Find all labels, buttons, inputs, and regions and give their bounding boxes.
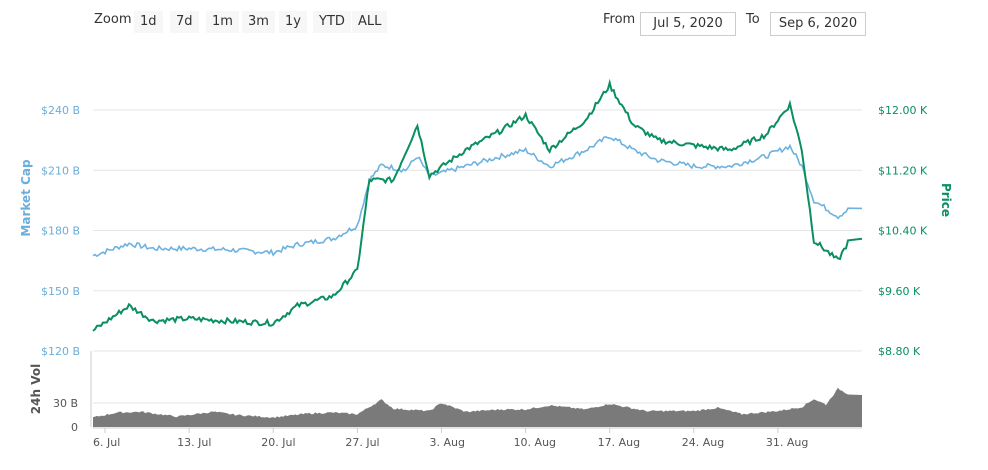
x-tick-label: 31. Aug [766,436,808,449]
to-date-input[interactable]: Sep 6, 2020 [770,12,866,36]
price-tick-label: $10.40 K [878,225,928,238]
zoom-label: Zoom [94,12,132,27]
volume-tick-label: 30 B [53,397,78,410]
market-cap-tick-label: $180 B [41,225,80,238]
zoom-3m-button[interactable]: 3m [242,11,275,33]
market_cap-line [92,136,863,258]
zoom-all-button[interactable]: ALL [352,11,388,33]
zoom-ytd-button[interactable]: YTD [313,11,351,33]
to-label: To [746,12,760,27]
price-tick-label: $12.00 K [878,104,928,117]
x-tick-label: 6. Jul [93,436,120,449]
from-date-input[interactable]: Jul 5, 2020 [640,12,736,36]
x-tick-label: 24. Aug [682,436,724,449]
volume-area [93,387,862,427]
price-axis-title: Price [939,183,953,217]
x-tick-label: 27. Jul [345,436,379,449]
x-tick-label: 17. Aug [598,436,640,449]
x-tick-label: 13. Jul [177,436,211,449]
market-cap-tick-label: $210 B [41,164,80,177]
zoom-1d-button[interactable]: 1d [134,11,163,33]
price-tick-label: $11.20 K [878,164,928,177]
x-tick-label: 20. Jul [261,436,295,449]
market-cap-axis-title: Market Cap [19,159,33,237]
market-cap-tick-label: $120 B [41,345,80,358]
market-cap-tick-label: $150 B [41,285,80,298]
zoom-7d-button[interactable]: 7d [170,11,199,33]
x-tick-label: 10. Aug [514,436,556,449]
x-tick-label: 3. Aug [429,436,464,449]
price-tick-label: $8.80 K [878,345,921,358]
market-cap-tick-label: $240 B [41,104,80,117]
volume-axis-title: 24h Vol [29,364,43,414]
zoom-1m-button[interactable]: 1m [206,11,239,33]
from-label: From [603,12,636,27]
zoom-1y-button[interactable]: 1y [279,11,307,33]
price-tick-label: $9.60 K [878,285,921,298]
volume-tick-label: 0 [71,421,78,434]
price-line [92,78,863,332]
